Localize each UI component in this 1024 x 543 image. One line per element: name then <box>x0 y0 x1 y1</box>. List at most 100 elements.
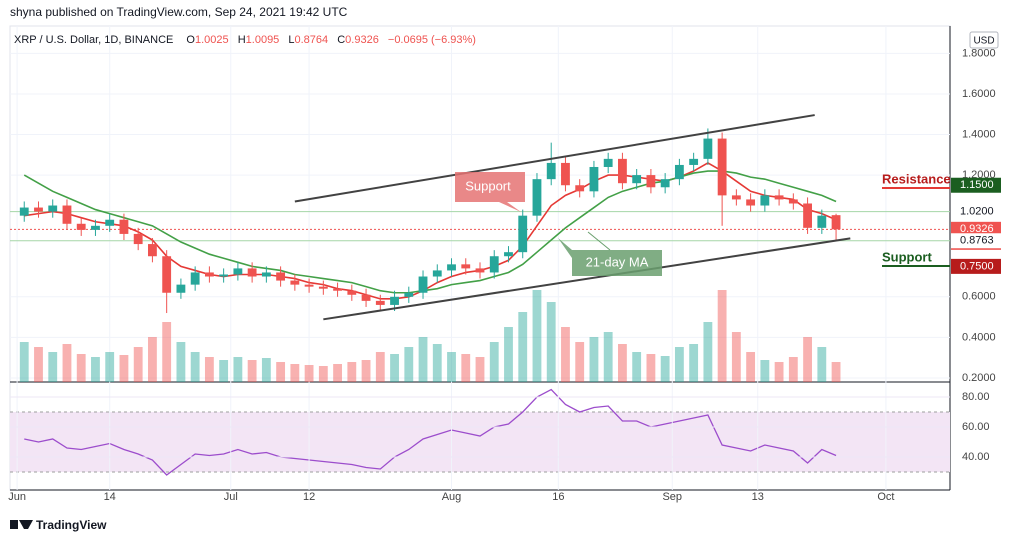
candle-body <box>746 199 756 206</box>
volume-bar <box>575 342 585 382</box>
volume-bar <box>731 332 741 382</box>
logo <box>10 520 33 529</box>
c-label: C <box>337 34 345 46</box>
candle-body <box>461 264 471 269</box>
volume-bar <box>48 352 58 382</box>
candle-body <box>404 292 414 297</box>
volume-bar <box>119 355 129 382</box>
candle-body <box>504 252 513 257</box>
volume-bar <box>404 347 414 382</box>
candle-body <box>148 244 157 257</box>
price-label-box <box>951 177 1001 193</box>
y-tick-label: 1.4000 <box>962 128 996 140</box>
candle-body <box>233 268 243 275</box>
x-tick-label: Aug <box>442 491 462 503</box>
levels <box>10 211 950 242</box>
candle-body <box>261 272 271 277</box>
candle-body <box>347 290 357 295</box>
volume-bar <box>689 344 699 382</box>
volume-bar <box>432 344 442 382</box>
volume-bar <box>390 354 399 382</box>
candle-body <box>632 175 642 184</box>
x-tick-label: Sep <box>662 491 682 503</box>
moving-averages <box>23 162 837 300</box>
rsi-band <box>10 412 950 472</box>
candle-body <box>475 268 485 273</box>
candle-body <box>817 215 827 228</box>
candle-body <box>774 195 784 200</box>
candle-body <box>575 185 585 192</box>
candle-body <box>674 164 684 180</box>
candle-body <box>561 162 570 186</box>
volume-bar <box>62 344 72 382</box>
rsi-line <box>24 388 837 476</box>
candle-body <box>432 270 442 277</box>
volume-bar <box>703 322 713 382</box>
candle-body <box>304 284 314 287</box>
candle-body <box>788 199 798 204</box>
candle-body <box>689 158 699 165</box>
candle-body <box>731 195 741 200</box>
volume-bar <box>418 337 428 382</box>
volume-bar <box>831 362 841 382</box>
rsi-tick-label: 40.00 <box>962 451 990 463</box>
volume-bar <box>375 352 385 382</box>
resistance-label: Resistance <box>882 171 951 186</box>
x-tick-label: Oct <box>877 491 894 503</box>
volume-bar <box>489 342 499 382</box>
volume-bar <box>461 354 471 382</box>
volume-bar <box>589 337 599 382</box>
candle-body <box>204 272 214 277</box>
support-callout-text: Support <box>465 178 511 193</box>
candle-body <box>276 272 286 281</box>
y-tick-label: 1.6000 <box>962 88 996 100</box>
candle-body <box>546 162 556 180</box>
candle-body <box>803 203 812 228</box>
c-value: 0.9326 <box>345 34 379 46</box>
volume-bar <box>91 357 100 382</box>
candle-body <box>105 219 115 226</box>
volume-bar <box>361 360 371 382</box>
volume-bar <box>817 347 827 382</box>
candle-body <box>48 205 58 212</box>
candle-body <box>219 274 229 277</box>
y-tick-label: 0.2000 <box>962 372 996 384</box>
volume-bar <box>333 364 342 382</box>
candle-body <box>489 256 499 273</box>
price-label: 0.7500 <box>960 260 994 272</box>
currency-box[interactable] <box>969 31 999 49</box>
volume-bar <box>746 352 756 382</box>
volume-bar <box>233 357 243 382</box>
candle-body <box>703 138 713 159</box>
candle-body <box>532 179 542 216</box>
candle-body <box>247 268 257 277</box>
x-tick-label: 14 <box>104 491 116 503</box>
volume-bar <box>318 366 328 382</box>
candle-body <box>518 215 528 253</box>
ma-line <box>24 162 837 300</box>
volume-bar <box>660 356 670 382</box>
rsi-tick-label: 60.00 <box>962 421 990 433</box>
trendline <box>294 114 815 203</box>
volume-bar <box>646 354 656 382</box>
volume-bar <box>176 342 186 382</box>
candle-body <box>618 158 627 184</box>
ma-callout-text: 21-day MA <box>586 254 649 269</box>
symbol: XRP / U.S. Dollar, 1D, BINANCE <box>14 34 173 46</box>
candles <box>19 128 841 314</box>
volume-bar <box>19 342 29 382</box>
volume-bar <box>546 302 556 382</box>
volume-bar <box>674 347 684 382</box>
price-label-box <box>951 258 1001 274</box>
candle-body <box>91 225 100 230</box>
rsi-tick-label: 80.00 <box>962 391 990 403</box>
currency[interactable]: USD <box>973 36 994 47</box>
volume-bar <box>190 352 200 382</box>
volume-bar <box>204 357 214 382</box>
x-tick-label: Jun <box>8 491 26 503</box>
volume-bar <box>34 347 43 382</box>
support-label: Support <box>882 249 932 264</box>
volume-bar <box>603 332 613 382</box>
volume-bar <box>475 357 485 382</box>
candle-body <box>418 276 428 293</box>
